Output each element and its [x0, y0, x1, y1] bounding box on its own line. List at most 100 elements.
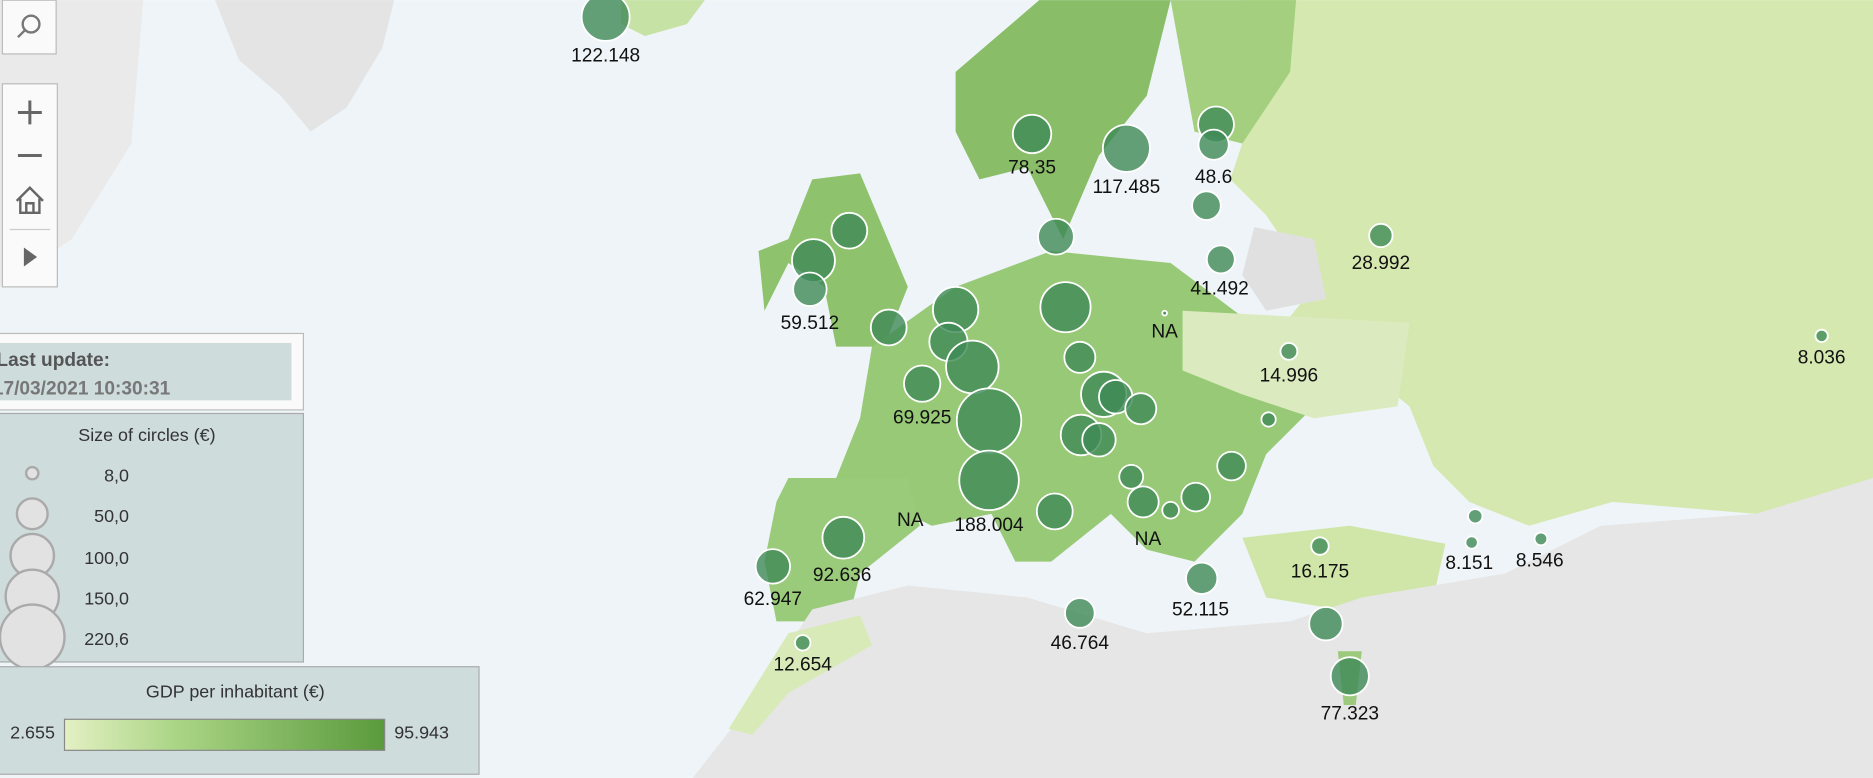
bubble [1039, 281, 1092, 334]
morocco [728, 615, 872, 735]
bubble [1814, 328, 1829, 343]
belarus [1242, 227, 1326, 311]
bubble [1161, 309, 1168, 317]
bubble-label: 46.764 [1051, 633, 1110, 654]
bubble-label: 48.6 [1195, 167, 1232, 188]
bubble [1037, 217, 1075, 256]
bubble-label: 52.115 [1172, 600, 1229, 621]
na-label: NA [1135, 529, 1162, 550]
update-date: 17/03/2021 10:30:31 [0, 379, 171, 400]
bubble [869, 308, 908, 347]
update-title: Last update: [0, 350, 110, 371]
bubble [754, 548, 791, 585]
bubble [955, 387, 1023, 454]
bubble [958, 449, 1020, 512]
color-max: 95.943 [394, 722, 449, 742]
iceland [621, 0, 705, 37]
bubble [1308, 606, 1344, 642]
bubble-label: 62.947 [744, 589, 802, 610]
greenland [215, 0, 395, 132]
bubble [903, 364, 942, 403]
turkey [1242, 525, 1446, 610]
bubble [1191, 190, 1222, 221]
size-legend-label: 220,6 [84, 629, 129, 649]
bubble [1533, 531, 1549, 547]
size-legend-circle [15, 497, 49, 531]
bubble-label: 41.492 [1190, 278, 1248, 299]
bubble [1081, 422, 1117, 458]
bubble-label: 28.992 [1352, 253, 1410, 274]
search-icon [21, 14, 41, 34]
bubble [830, 211, 869, 250]
bubble [1118, 463, 1145, 490]
size-legend-label: 8,0 [104, 466, 129, 486]
bubble-label: 8.546 [1516, 551, 1564, 572]
bubble [1126, 485, 1160, 519]
bubble [1063, 340, 1097, 374]
bubble [1329, 656, 1370, 697]
bubble-label: 69.925 [893, 407, 951, 428]
update-inner [0, 343, 292, 401]
na-label: NA [897, 510, 924, 531]
bubble [1064, 597, 1096, 629]
labeled-bubbles: 122.148 78.35 117.485 48.6 28.992 41.492 59.51… [571, 0, 1846, 725]
bubble [1279, 342, 1299, 361]
bubble-label: 14.996 [1260, 366, 1318, 387]
unlabeled-bubbles [791, 105, 1484, 642]
zoom-panel [1, 83, 58, 288]
play[interactable] [23, 247, 38, 267]
bubble-label: 122.148 [571, 45, 640, 66]
bubble [1124, 392, 1158, 426]
finland [1170, 0, 1297, 144]
size-legend-label: 150,0 [84, 589, 129, 609]
bubble [580, 0, 631, 42]
search-button[interactable] [1, 0, 57, 55]
bubble [792, 271, 828, 307]
home[interactable] [15, 186, 44, 215]
bubble [794, 634, 812, 652]
bubble-label: 77.323 [1321, 704, 1379, 725]
bubble [1310, 536, 1330, 556]
size-legend-label: 100,0 [84, 548, 129, 568]
bubble [1368, 222, 1394, 249]
bubble-label: 188.004 [955, 515, 1024, 536]
bubble-label: 8.151 [1445, 553, 1493, 574]
bubble-label: 12.654 [773, 655, 832, 676]
bubble [1185, 561, 1219, 595]
bubble [1180, 481, 1211, 513]
bubble [1216, 450, 1247, 482]
bubble-label: 16.175 [1291, 561, 1349, 582]
bubble [1464, 535, 1479, 550]
russia [1230, 0, 1873, 526]
bubble-label: 78.35 [1008, 158, 1056, 179]
bubble [1011, 113, 1053, 155]
bubble [1161, 500, 1180, 520]
bubble [1260, 411, 1277, 428]
bubble [1101, 123, 1151, 173]
bubble-label: 117.485 [1093, 177, 1161, 198]
ukraine [1182, 310, 1410, 419]
na-label: NA [1151, 321, 1178, 342]
bubble-label: 92.636 [813, 565, 871, 586]
bubble [1035, 492, 1074, 531]
color-min: 2.655 [10, 722, 55, 742]
search-box[interactable] [1, 0, 57, 55]
size-legend-label: 50,0 [94, 506, 129, 526]
search-icon-handle [17, 29, 26, 39]
bubble [945, 339, 1000, 395]
bubble [1467, 508, 1484, 525]
africa-middle-east [692, 477, 1873, 778]
size-legend-circle [0, 603, 66, 671]
size-legend-items: 8,0 50,0 100,0 150,0 220,6 [0, 465, 129, 671]
scandinavia [955, 0, 1171, 240]
color-legend-title: GDP per inhabitant (€) [146, 682, 325, 702]
bubble-label: 8.036 [1798, 348, 1846, 369]
bubble [1205, 244, 1236, 275]
size-legend-circle [24, 465, 40, 481]
size-legend-title: Size of circles (€) [78, 425, 215, 445]
bubble-label: 59.512 [781, 313, 839, 334]
color-scale [63, 718, 386, 751]
zoom-in[interactable] [17, 100, 42, 125]
